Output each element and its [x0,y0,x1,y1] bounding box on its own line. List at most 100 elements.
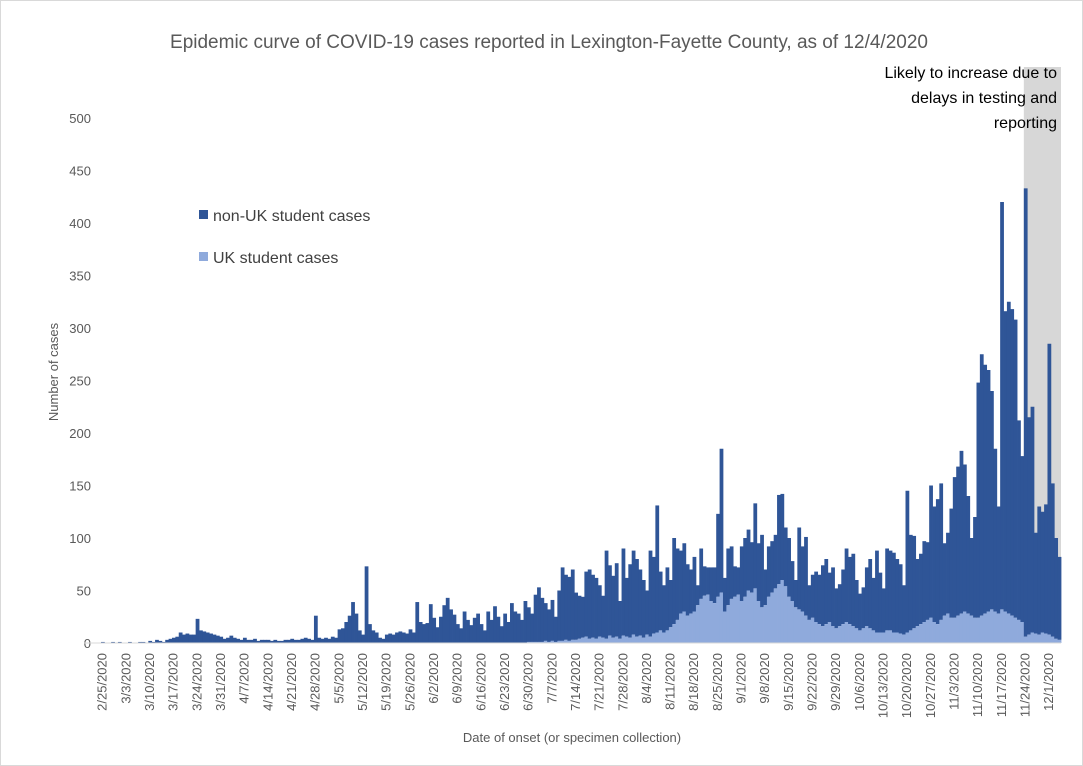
bar-non-uk [374,632,379,643]
bar-non-uk [692,556,697,612]
bar-uk [770,592,775,643]
bar-uk [834,628,839,643]
bar-non-uk [868,559,873,629]
bar-non-uk [361,634,366,643]
bar-non-uk [942,543,947,616]
bar-uk [864,626,869,643]
x-tick-label: 3/3/2020 [118,653,133,704]
bar-uk [962,611,967,643]
note-line: delays in testing and [911,90,1057,107]
bar-uk [1057,639,1062,643]
bar-uk [631,634,636,643]
bar-uk [628,637,633,643]
bar-non-uk [1000,202,1004,610]
bar-uk [675,619,680,643]
bar-uk [979,615,984,643]
bar-non-uk [581,596,585,638]
bar-uk [922,622,927,643]
legend: non-UK student cases UK student cases [199,208,370,267]
bar-non-uk [472,617,477,643]
bar-non-uk [462,611,467,643]
x-tick-label: 6/16/2020 [473,653,488,711]
bar-non-uk [422,624,426,643]
bar-uk [956,615,960,643]
bar-uk [574,639,579,643]
bar-non-uk [307,638,311,643]
bar-non-uk [641,580,646,638]
bar-non-uk [817,574,822,625]
bar-non-uk [459,628,464,643]
bar-non-uk [530,613,535,642]
bar-uk [736,594,741,643]
bar-uk [668,627,673,643]
bar-non-uk [439,616,443,643]
y-tick-label: 400 [69,216,91,231]
bar-non-uk [300,638,305,643]
x-tick-label: 11/17/2020 [994,653,1009,717]
bar-non-uk [959,450,964,614]
bar-uk [651,633,656,643]
bar-non-uk [313,615,318,643]
y-tick-label: 250 [69,374,91,389]
bar-uk [929,617,933,643]
bar-uk [750,592,754,643]
bar-uk [1006,613,1011,643]
bar-uk [871,630,876,643]
bar-non-uk [712,567,717,604]
bar-uk [726,605,731,643]
bar-uk [932,622,937,643]
bar-uk [743,596,748,643]
x-tick-label: 7/21/2020 [592,653,607,711]
bar-non-uk [760,534,764,608]
bar-uk [1020,622,1025,643]
bar-uk [763,605,768,643]
bar-non-uk [553,616,558,642]
bar-non-uk [797,527,802,610]
bar-uk [831,626,835,643]
bar-non-uk [898,564,903,634]
bar-uk [1010,615,1015,643]
y-tick-label: 50 [77,584,91,599]
bar-non-uk [547,609,551,642]
bar-non-uk [597,585,602,637]
bar-non-uk [232,637,237,643]
bar-non-uk [733,566,737,597]
bar-non-uk [601,595,606,638]
bar-non-uk [574,592,579,640]
x-tick-label: 6/2/2020 [426,653,441,704]
bar-non-uk [949,508,954,618]
x-tick-label: 4/7/2020 [237,653,252,704]
bar-non-uk [371,630,376,643]
bar-uk [766,596,771,643]
bar-uk [800,611,805,643]
bar-non-uk [334,637,339,643]
note-line: Likely to increase due to [884,65,1057,82]
bar-non-uk [239,639,244,643]
bar-non-uk [770,541,775,593]
bar-non-uk [1033,532,1038,634]
bar-non-uk [885,548,890,631]
bar-non-uk [185,633,190,643]
bar-non-uk [324,637,328,643]
bar-non-uk [780,493,785,580]
bar-non-uk [952,477,957,618]
x-tick-label: 8/4/2020 [639,653,654,704]
bar-non-uk [608,565,612,636]
bar-non-uk [192,634,197,643]
bar-non-uk [364,566,369,643]
x-tick-label: 8/11/2020 [663,653,678,710]
bar-non-uk [929,485,933,618]
bar-uk [912,628,917,643]
bar-non-uk [709,567,714,601]
bar-non-uk [1020,456,1025,622]
bar-non-uk [428,604,433,643]
bar-non-uk [341,628,345,643]
bar-non-uk [976,382,981,618]
bar-non-uk [841,569,846,625]
legend-swatch-uk [199,252,208,261]
bar-non-uk [209,633,213,643]
bar-non-uk [800,546,805,612]
bar-uk [709,601,714,643]
bar-uk [672,624,677,643]
